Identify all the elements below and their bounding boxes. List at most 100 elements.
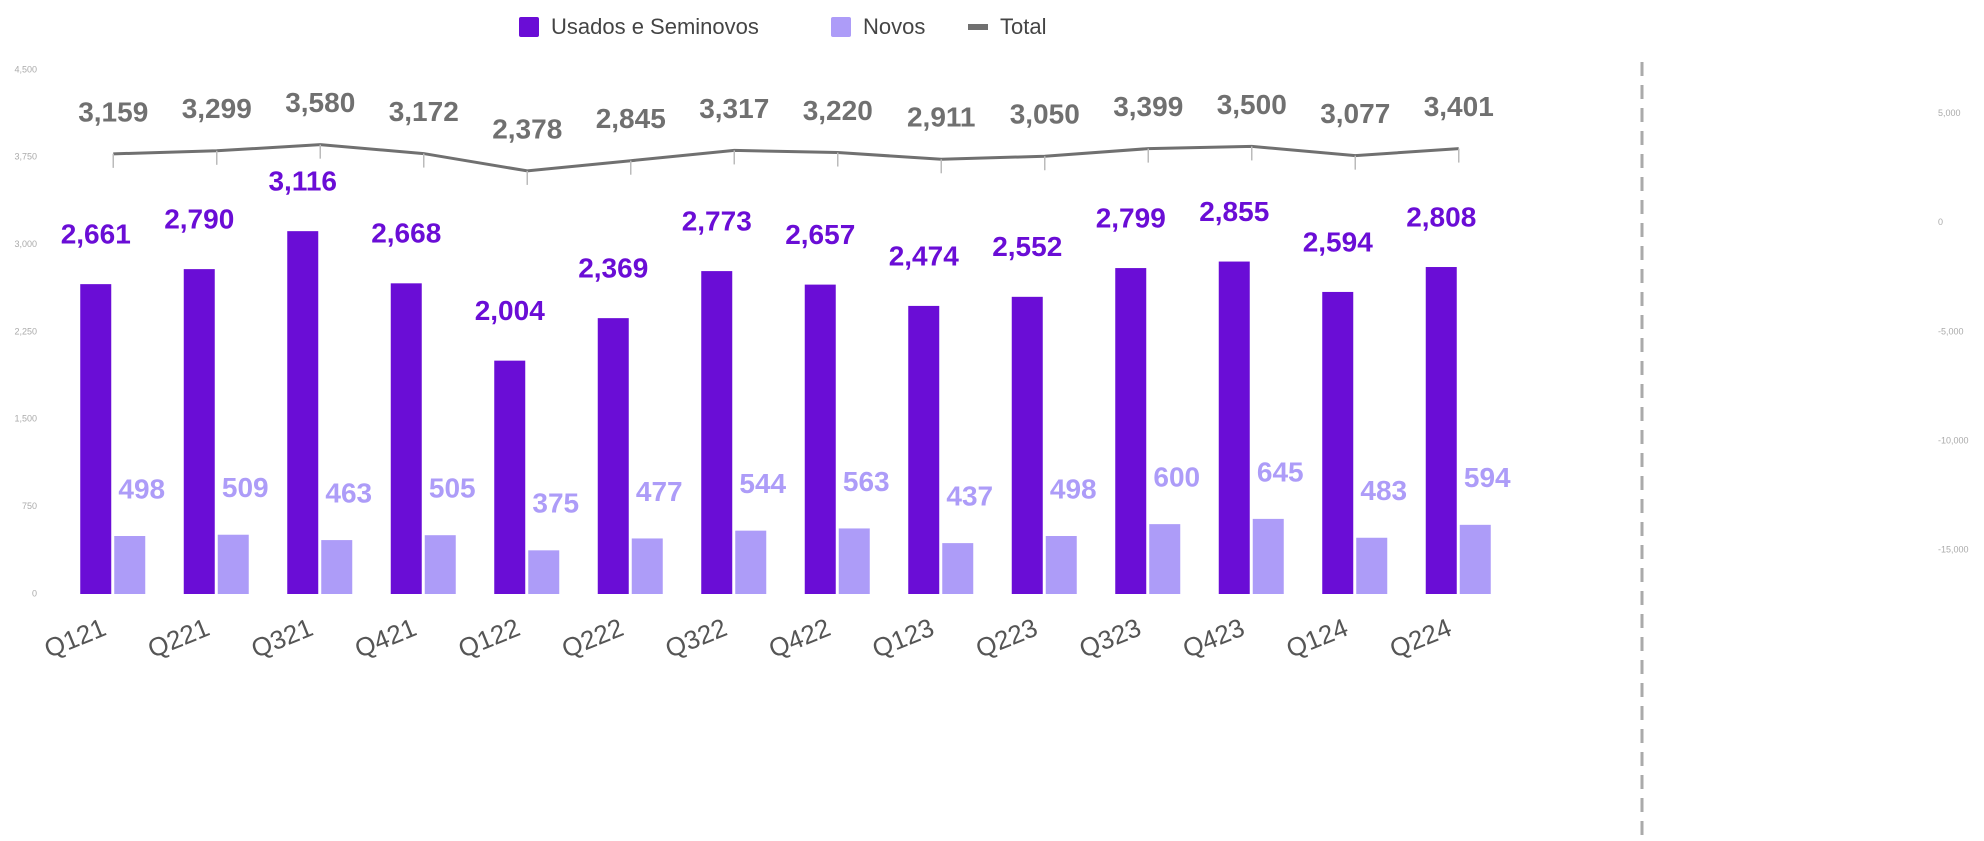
data-label: 505 bbox=[429, 473, 476, 504]
data-label: 498 bbox=[118, 473, 165, 504]
data-label: 3,500 bbox=[1217, 89, 1287, 120]
x-tick-label: Q323 bbox=[1075, 612, 1145, 664]
bar bbox=[1045, 536, 1077, 594]
x-tick-label: Q121 bbox=[40, 612, 110, 664]
data-label: 3,116 bbox=[268, 166, 337, 197]
data-label: 3,050 bbox=[1010, 99, 1080, 130]
data-label: 2,661 bbox=[61, 219, 131, 250]
data-label: 437 bbox=[946, 481, 993, 512]
legend-label: Novos bbox=[863, 14, 925, 39]
bar bbox=[1425, 267, 1457, 594]
bar bbox=[287, 231, 319, 594]
data-label: 3,220 bbox=[803, 95, 873, 126]
data-label: 544 bbox=[739, 468, 786, 499]
bar bbox=[631, 538, 663, 594]
legend-label: Total bbox=[1000, 14, 1046, 39]
bar bbox=[838, 528, 870, 594]
data-label: 3,077 bbox=[1320, 98, 1390, 129]
bar bbox=[908, 305, 940, 594]
y-tick-label: 0 bbox=[32, 588, 37, 598]
bar bbox=[494, 360, 526, 594]
x-tick-label: Q422 bbox=[764, 612, 834, 664]
data-label: 2,911 bbox=[907, 102, 976, 133]
legend-marker bbox=[519, 17, 539, 37]
x-tick-label: Q122 bbox=[454, 612, 524, 664]
bar bbox=[424, 535, 456, 594]
data-label: 2,790 bbox=[164, 204, 234, 235]
y-tick-label: 3,750 bbox=[14, 152, 37, 162]
y-tick-label: 2,250 bbox=[14, 326, 37, 336]
x-tick-label: Q421 bbox=[350, 612, 420, 664]
bar bbox=[1011, 296, 1043, 594]
bar bbox=[597, 318, 629, 594]
data-label: 2,668 bbox=[371, 218, 441, 249]
data-label: 477 bbox=[636, 476, 683, 507]
data-label: 483 bbox=[1360, 475, 1407, 506]
data-label: 2,004 bbox=[475, 295, 545, 326]
data-label: 3,399 bbox=[1113, 91, 1183, 122]
bar bbox=[1356, 537, 1388, 594]
bar bbox=[1459, 524, 1491, 594]
bar bbox=[183, 269, 215, 594]
bar bbox=[942, 543, 974, 594]
data-label: 375 bbox=[532, 488, 579, 519]
legend-marker bbox=[968, 24, 988, 30]
data-label: 645 bbox=[1257, 456, 1304, 487]
data-label: 2,369 bbox=[578, 253, 648, 284]
bar bbox=[1115, 268, 1147, 594]
data-label: 2,594 bbox=[1303, 226, 1373, 257]
data-label: 3,159 bbox=[78, 96, 148, 127]
y2-tick-label: -10,000 bbox=[1938, 436, 1969, 446]
data-label: 2,378 bbox=[492, 113, 562, 144]
x-tick-label: Q423 bbox=[1178, 612, 1248, 664]
x-tick-label: Q223 bbox=[971, 612, 1041, 664]
y2-tick-label: 0 bbox=[1938, 217, 1943, 227]
y-tick-label: 750 bbox=[22, 501, 37, 511]
bar bbox=[1322, 291, 1354, 594]
bar bbox=[804, 284, 836, 594]
y-tick-label: 1,500 bbox=[14, 414, 37, 424]
x-tick-label: Q123 bbox=[868, 612, 938, 664]
data-label: 3,317 bbox=[699, 93, 769, 124]
x-tick-label: Q224 bbox=[1385, 612, 1455, 664]
data-label: 2,799 bbox=[1096, 202, 1166, 233]
y-tick-label: 3,000 bbox=[14, 239, 37, 249]
bar bbox=[701, 271, 733, 594]
data-label: 3,401 bbox=[1424, 91, 1494, 122]
data-label: 2,474 bbox=[889, 240, 959, 271]
x-tick-label: Q221 bbox=[143, 612, 213, 664]
data-label: 3,172 bbox=[389, 96, 459, 127]
data-label: 509 bbox=[222, 472, 269, 503]
data-label: 498 bbox=[1050, 473, 1097, 504]
data-label: 3,299 bbox=[182, 93, 252, 124]
data-label: 600 bbox=[1153, 462, 1200, 493]
x-tick-label: Q322 bbox=[661, 612, 731, 664]
data-label: 2,855 bbox=[1199, 196, 1269, 227]
bar bbox=[390, 283, 422, 594]
x-tick-label: Q124 bbox=[1282, 612, 1352, 664]
data-label: 2,845 bbox=[596, 103, 666, 134]
x-tick-label: Q321 bbox=[247, 612, 317, 664]
data-label: 463 bbox=[325, 477, 372, 508]
bar bbox=[217, 534, 249, 594]
bar bbox=[1149, 524, 1181, 594]
bar bbox=[114, 536, 146, 594]
bar bbox=[80, 284, 112, 594]
y2-tick-label: 5,000 bbox=[1938, 108, 1961, 118]
data-label: 2,657 bbox=[785, 219, 855, 250]
line bbox=[113, 143, 1459, 173]
y2-tick-label: -15,000 bbox=[1938, 545, 1969, 555]
legend-label: Usados e Seminovos bbox=[551, 14, 759, 39]
bar bbox=[321, 540, 353, 594]
data-label: 2,552 bbox=[992, 231, 1062, 262]
data-label: 594 bbox=[1464, 462, 1511, 493]
data-label: 2,808 bbox=[1406, 201, 1476, 232]
bar bbox=[1218, 261, 1250, 594]
x-tick-label: Q222 bbox=[557, 612, 627, 664]
bar bbox=[528, 550, 560, 594]
y-tick-label: 4,500 bbox=[14, 64, 37, 74]
bar bbox=[735, 530, 767, 594]
y2-tick-label: -5,000 bbox=[1938, 326, 1964, 336]
data-label: 3,580 bbox=[285, 87, 355, 118]
